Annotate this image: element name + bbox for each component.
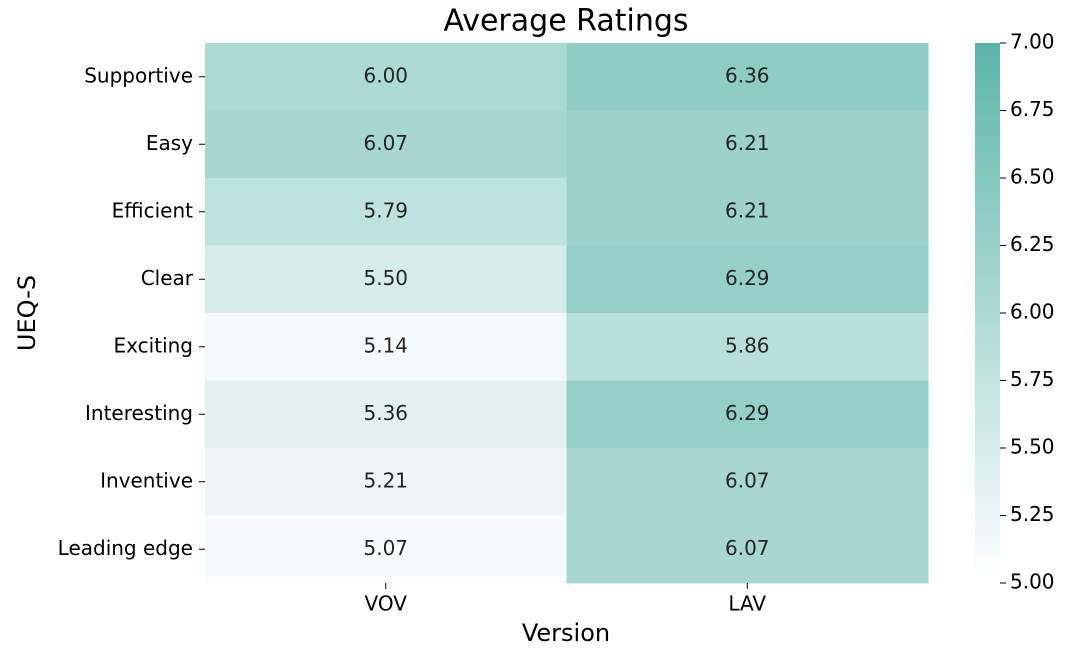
cell-label: 6.36 (725, 63, 770, 87)
cell-label: 5.07 (363, 536, 408, 560)
heatmap-cell (205, 43, 567, 111)
colorbar-tick-label: 5.75 (1010, 367, 1055, 391)
x-axis-label: Version (522, 619, 610, 647)
heatmap-cell (205, 245, 567, 314)
y-tick-label: Supportive (84, 63, 193, 87)
cell-label: 5.50 (363, 266, 408, 290)
heatmap-cell (566, 448, 929, 516)
cell-label: 5.86 (725, 333, 770, 357)
heatmap-cell (205, 448, 567, 516)
cell-label: 5.36 (363, 401, 408, 425)
heatmap-cell (566, 110, 929, 179)
y-tick-label: Interesting (85, 401, 193, 425)
cell-label: 5.14 (363, 333, 408, 357)
colorbar-tick-label: 5.25 (1010, 502, 1055, 526)
cell-label: 6.29 (725, 266, 770, 290)
y-axis-label: UEQ-S (13, 275, 41, 351)
colorbar-tick-label: 7.00 (1010, 30, 1055, 54)
colorbar-tick-label: 5.50 (1010, 435, 1055, 459)
cell-label: 6.29 (725, 401, 770, 425)
x-tick-label: LAV (728, 592, 766, 616)
chart-title: Average Ratings (443, 4, 688, 39)
heatmap-cell (566, 245, 929, 314)
heatmap-cell (205, 515, 567, 584)
cell-label: 6.00 (363, 63, 408, 87)
cell-label: 6.07 (725, 468, 770, 492)
y-tick-label: Exciting (114, 333, 193, 357)
y-tick-label: Inventive (100, 468, 193, 492)
y-tick-label: Leading edge (58, 536, 193, 560)
heatmap-cell (205, 313, 567, 381)
y-tick-label: Efficient (112, 198, 194, 222)
colorbar (975, 43, 1000, 583)
heatmap-cell (566, 178, 929, 246)
colorbar-tick-label: 6.25 (1010, 232, 1055, 256)
y-tick-label: Clear (141, 266, 194, 290)
heatmap-cell (205, 178, 567, 246)
cell-label: 6.21 (725, 198, 770, 222)
colorbar-tick-label: 6.50 (1010, 165, 1055, 189)
colorbar-tick-label: 6.75 (1010, 97, 1055, 121)
heatmap-cell (566, 43, 929, 111)
cell-label: 6.21 (725, 131, 770, 155)
heatmap-cell (205, 380, 567, 449)
heatmap-cell (566, 515, 929, 584)
colorbar-tick-label: 5.00 (1010, 570, 1055, 594)
colorbar-tick-label: 6.00 (1010, 300, 1055, 324)
cell-label: 5.79 (363, 198, 408, 222)
y-tick-label: Easy (146, 131, 193, 155)
heatmap-cell (205, 110, 567, 179)
cell-label: 5.21 (363, 468, 408, 492)
heatmap-cell (566, 380, 929, 449)
heatmap-cell (566, 313, 929, 381)
cell-label: 6.07 (725, 536, 770, 560)
cell-label: 6.07 (363, 131, 408, 155)
x-tick-label: VOV (365, 592, 408, 616)
